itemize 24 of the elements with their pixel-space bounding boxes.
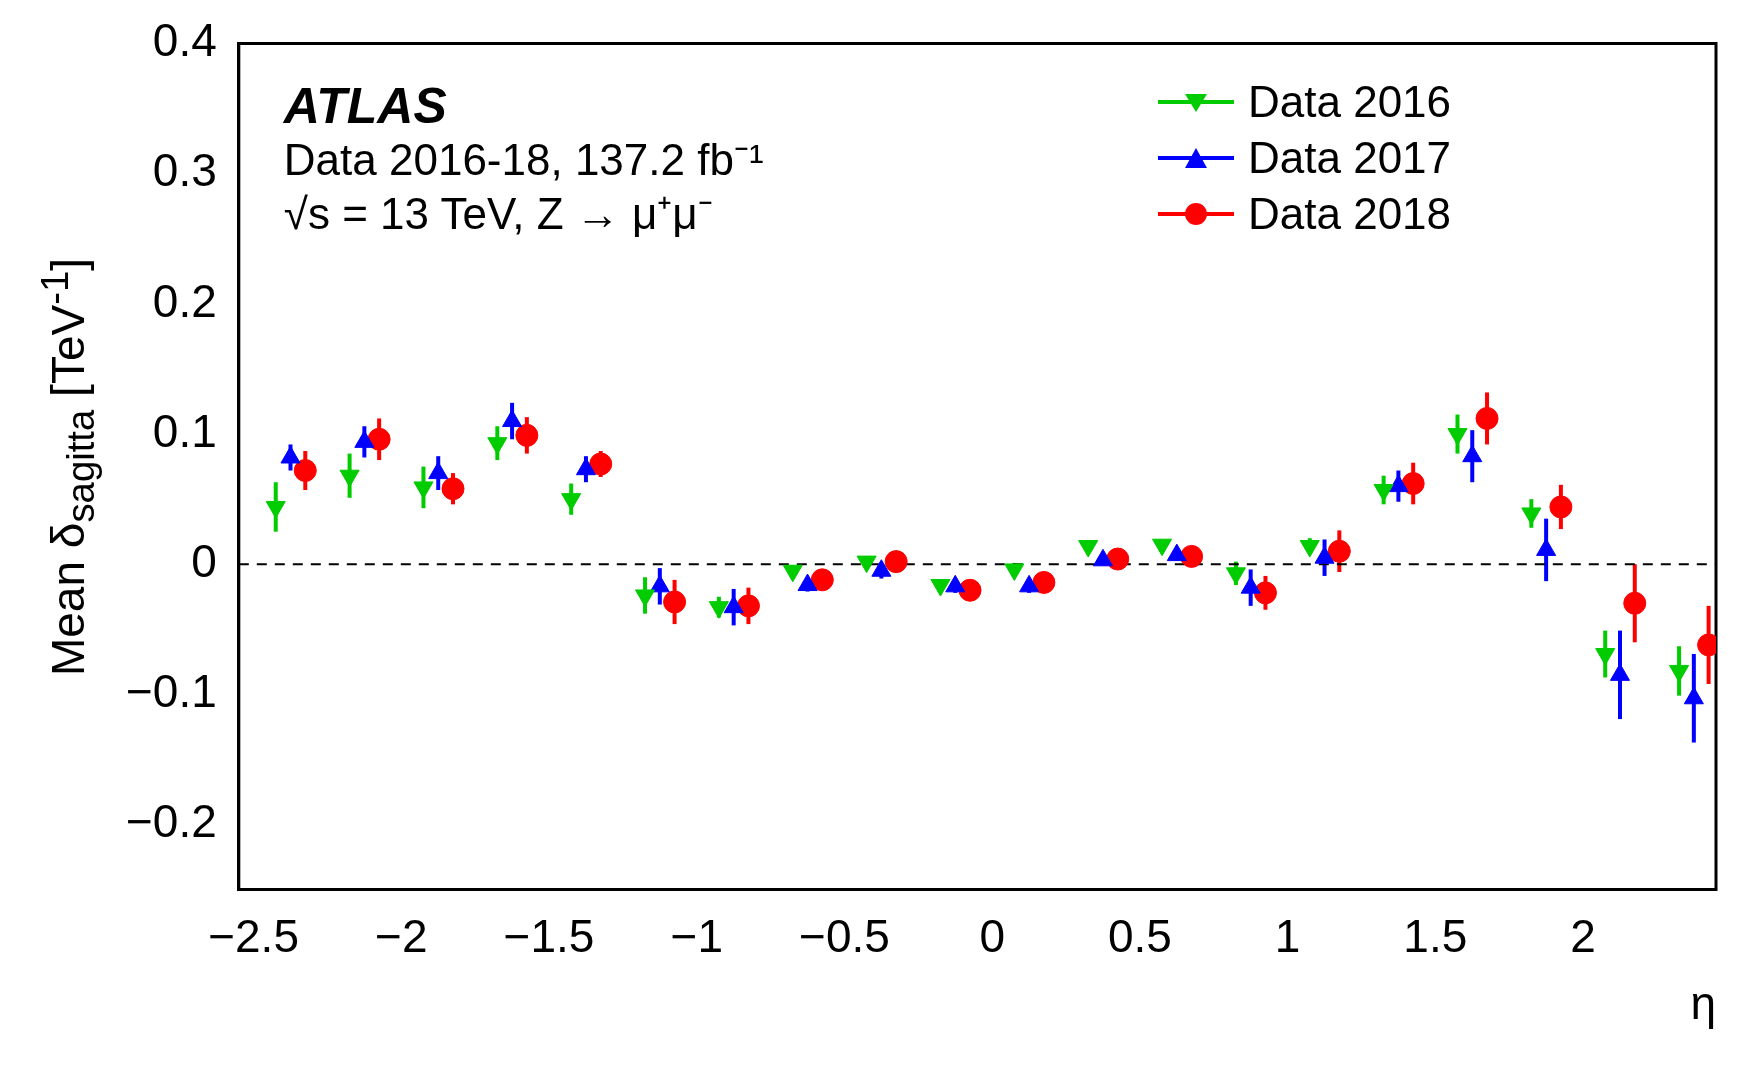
annotation: √s = 13 TeV, Z → μ⁺μ⁻ xyxy=(283,187,714,240)
legend-label: Data 2017 xyxy=(1248,131,1452,184)
legend-label: Data 2018 xyxy=(1248,187,1452,240)
x-tick-label: −1 xyxy=(670,909,723,962)
y-tick-label: 0 xyxy=(191,534,217,587)
y-tick-label: 0.1 xyxy=(152,404,217,457)
y-tick-label: −0.2 xyxy=(126,795,217,848)
x-tick-label: 1.5 xyxy=(1403,909,1468,962)
y-tick-label: −0.1 xyxy=(126,665,217,718)
x-axis-title: η xyxy=(1690,977,1716,1030)
x-tick-label: −1.5 xyxy=(503,909,595,962)
annotation: Data 2016-18, 137.2 fb⁻¹ xyxy=(283,133,764,186)
x-tick-label: 1 xyxy=(1274,909,1301,962)
x-tick-label: 0.5 xyxy=(1107,909,1172,962)
annotation: ATLAS xyxy=(283,77,448,134)
y-tick-label: 0.3 xyxy=(152,144,217,197)
legend-label: Data 2016 xyxy=(1248,75,1452,128)
y-tick-label: 0.4 xyxy=(152,14,217,67)
x-tick-label: 0 xyxy=(979,909,1005,962)
y-tick-label: 0.2 xyxy=(152,274,217,327)
x-tick-label: −2.5 xyxy=(208,909,299,962)
x-tick-label: 2 xyxy=(1570,909,1596,962)
x-tick-label: −2 xyxy=(375,909,428,962)
x-tick-label: −0.5 xyxy=(799,909,890,962)
